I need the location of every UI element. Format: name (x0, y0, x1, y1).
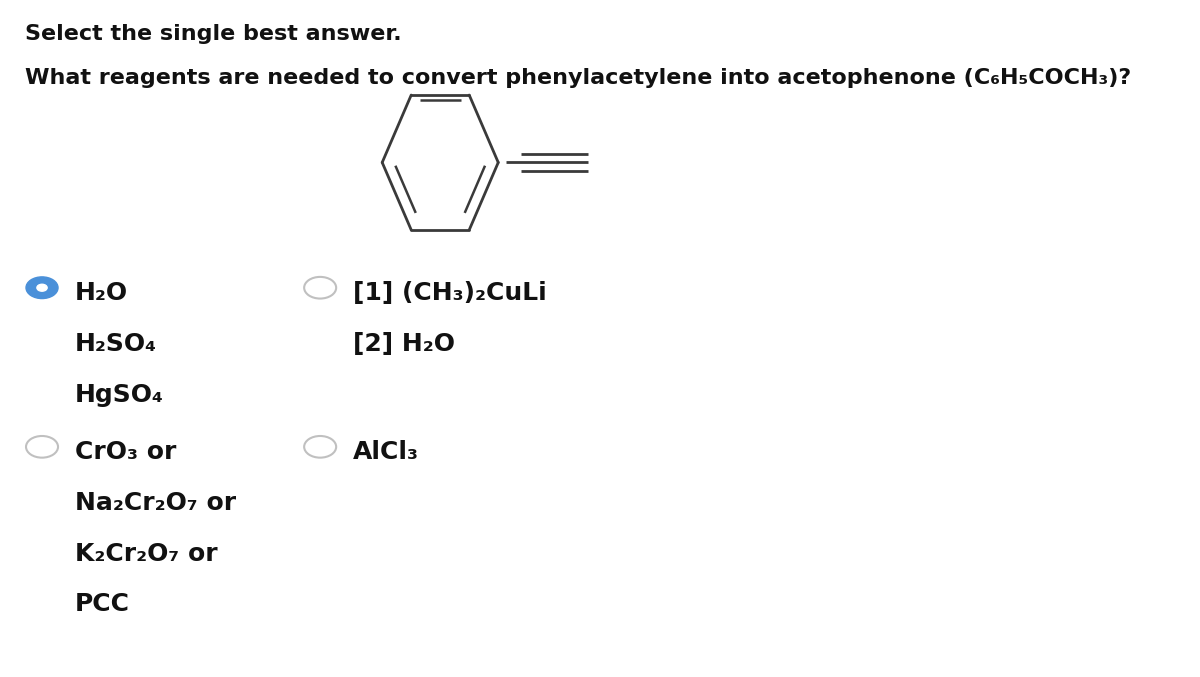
Text: CrO₃ or: CrO₃ or (76, 440, 176, 464)
Text: K₂Cr₂O₇ or: K₂Cr₂O₇ or (76, 542, 217, 565)
Text: H₂O: H₂O (76, 281, 128, 305)
Circle shape (37, 284, 47, 291)
Text: [1] (CH₃)₂CuLi: [1] (CH₃)₂CuLi (353, 281, 547, 305)
Circle shape (304, 436, 336, 458)
Text: PCC: PCC (76, 592, 130, 616)
Text: HgSO₄: HgSO₄ (76, 383, 164, 406)
Circle shape (26, 277, 58, 299)
Circle shape (26, 436, 58, 458)
Text: Na₂Cr₂O₇ or: Na₂Cr₂O₇ or (76, 491, 236, 515)
Text: AlCl₃: AlCl₃ (353, 440, 419, 464)
Text: [2] H₂O: [2] H₂O (353, 332, 455, 355)
Text: What reagents are needed to convert phenylacetylene into acetophenone (C₆H₅COCH₃: What reagents are needed to convert phen… (25, 68, 1132, 88)
Circle shape (304, 277, 336, 299)
Text: H₂SO₄: H₂SO₄ (76, 332, 157, 355)
Text: Select the single best answer.: Select the single best answer. (25, 24, 402, 44)
